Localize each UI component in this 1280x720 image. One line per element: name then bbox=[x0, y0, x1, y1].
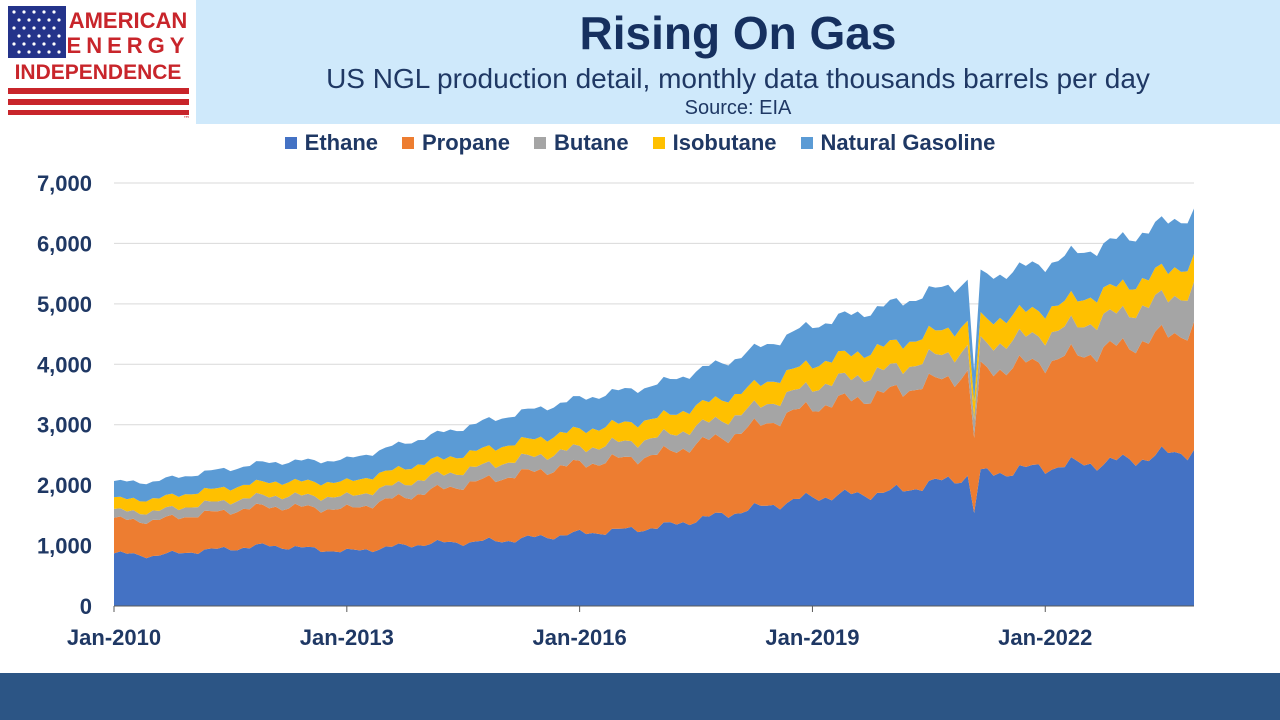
footer-bar bbox=[0, 673, 1280, 720]
area-ethane bbox=[114, 446, 1194, 606]
area-isobutane bbox=[114, 253, 1194, 515]
chart-legend: Ethane Propane Butane Isobutane Natural Gaso… bbox=[0, 128, 1280, 158]
legend-label: Natural Gasoline bbox=[820, 130, 996, 155]
legend-label: Ethane bbox=[304, 130, 378, 155]
x-tick-label: Jan-2019 bbox=[765, 625, 859, 650]
legend-item: Propane bbox=[402, 130, 510, 156]
logo-line-2: ENERGY bbox=[67, 33, 190, 58]
chart-source: Source: EIA bbox=[684, 97, 792, 119]
legend-swatch bbox=[534, 137, 547, 149]
legend-swatch bbox=[284, 137, 297, 149]
header-band bbox=[196, 0, 1280, 124]
legend-label: Propane bbox=[422, 130, 511, 155]
chart-plot: 0 1,000 2,000 3,000 4,000 5,000 6,000 7,000 Jan-… bbox=[37, 171, 1194, 650]
chart-title: Rising On Gas bbox=[579, 7, 897, 59]
y-tick-label: 2,000 bbox=[37, 473, 92, 498]
legend-item: Ethane bbox=[284, 130, 378, 156]
legend-label: Butane bbox=[554, 130, 629, 155]
area-natural-gasoline bbox=[114, 208, 1194, 502]
chart-subtitle: US NGL production detail, monthly data t… bbox=[326, 63, 1150, 94]
legend-swatch bbox=[800, 137, 813, 149]
y-tick-label: 5,000 bbox=[37, 292, 92, 317]
stacked-areas bbox=[114, 208, 1194, 606]
flag-icon bbox=[8, 6, 66, 58]
legend-item: Isobutane bbox=[652, 130, 777, 156]
x-tick-label: Jan-2013 bbox=[300, 625, 394, 650]
x-tick-label: Jan-2022 bbox=[998, 625, 1092, 650]
legend-swatch bbox=[652, 137, 665, 149]
logo-line-1: AMERICAN bbox=[69, 8, 188, 33]
y-tick-label: 6,000 bbox=[37, 231, 92, 256]
y-tick-label: 4,000 bbox=[37, 352, 92, 377]
area-propane bbox=[114, 321, 1194, 559]
logo-trademark: ™ bbox=[183, 115, 190, 123]
logo-line-3: INDEPENDENCE bbox=[15, 61, 182, 84]
logo: AMERICAN ENERGY INDEPENDENCE ™ bbox=[0, 0, 196, 124]
legend-item: Natural Gasoline bbox=[800, 130, 996, 156]
y-tick-label: 1,000 bbox=[37, 534, 92, 559]
y-tick-label: 7,000 bbox=[37, 171, 92, 196]
y-tick-label: 0 bbox=[80, 594, 92, 619]
legend-label: Isobutane bbox=[672, 130, 777, 155]
x-tick-label: Jan-2016 bbox=[533, 625, 627, 650]
legend-item: Butane bbox=[534, 130, 629, 156]
x-tick-label: Jan-2010 bbox=[67, 625, 161, 650]
axes: 0 1,000 2,000 3,000 4,000 5,000 6,000 7,000 Jan-… bbox=[37, 171, 1194, 650]
logo-stripes bbox=[8, 88, 189, 115]
y-tick-label: 3,000 bbox=[37, 413, 92, 438]
legend-swatch bbox=[402, 137, 414, 149]
